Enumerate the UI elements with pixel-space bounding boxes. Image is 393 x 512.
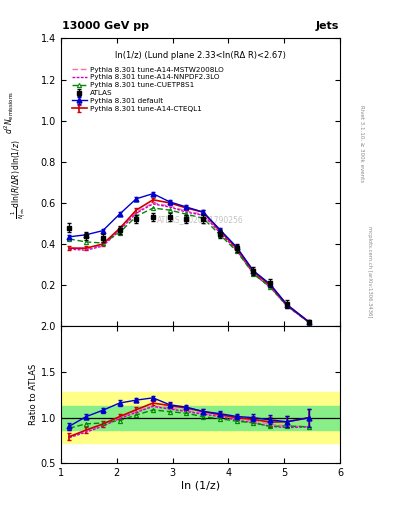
Pythia 8.301 tune-A14-NNPDF2.3LO: [117, 228, 122, 234]
Text: ATLAS_2020_I1790256: ATLAS_2020_I1790256: [157, 215, 244, 224]
Text: $d^2 N_\mathrm{emissions}$: $d^2 N_\mathrm{emissions}$: [2, 91, 16, 134]
Pythia 8.301 tune-A14-NNPDF2.3LO: [101, 243, 105, 249]
Text: mcplots.cern.ch [arXiv:1306.3436]: mcplots.cern.ch [arXiv:1306.3436]: [367, 226, 372, 317]
Pythia 8.301 tune-CUETP8S1: [134, 213, 139, 219]
Pythia 8.301 tune-CUETP8S1: [234, 248, 239, 254]
Pythia 8.301 tune-A14-MSTW2008LO: [151, 200, 155, 206]
Legend: Pythia 8.301 tune-A14-MSTW2008LO, Pythia 8.301 tune-A14-NNPDF2.3LO, Pythia 8.301: Pythia 8.301 tune-A14-MSTW2008LO, Pythia…: [70, 65, 226, 113]
Pythia 8.301 tune-CUETP8S1: [167, 207, 172, 213]
Pythia 8.301 tune-A14-NNPDF2.3LO: [67, 246, 72, 252]
Pythia 8.301 tune-A14-MSTW2008LO: [218, 229, 222, 235]
Pythia 8.301 tune-A14-MSTW2008LO: [307, 319, 312, 326]
Pythia 8.301 tune-CUETP8S1: [201, 215, 206, 221]
Text: Rivet 3.1.10, ≥ 300k events: Rivet 3.1.10, ≥ 300k events: [359, 105, 364, 182]
Pythia 8.301 tune-A14-NNPDF2.3LO: [218, 230, 222, 236]
Pythia 8.301 tune-A14-NNPDF2.3LO: [167, 204, 172, 210]
Pythia 8.301 tune-A14-MSTW2008LO: [184, 208, 189, 214]
Y-axis label: Ratio to ATLAS: Ratio to ATLAS: [29, 364, 38, 425]
Pythia 8.301 tune-CUETP8S1: [184, 211, 189, 217]
Text: $\frac{1}{N_\mathrm{jets}}\mathrm{d}\ln(R/\Delta R)\,\mathrm{d}\ln(1/z)$: $\frac{1}{N_\mathrm{jets}}\mathrm{d}\ln(…: [10, 139, 28, 219]
Pythia 8.301 tune-A14-NNPDF2.3LO: [268, 284, 272, 290]
Pythia 8.301 tune-A14-MSTW2008LO: [167, 203, 172, 209]
Pythia 8.301 tune-CUETP8S1: [117, 230, 122, 236]
Pythia 8.301 tune-CUETP8S1: [67, 236, 72, 242]
Pythia 8.301 tune-A14-NNPDF2.3LO: [134, 210, 139, 216]
Pythia 8.301 tune-CUETP8S1: [268, 284, 272, 290]
Pythia 8.301 tune-A14-NNPDF2.3LO: [251, 271, 256, 277]
Line: Pythia 8.301 tune-A14-NNPDF2.3LO: Pythia 8.301 tune-A14-NNPDF2.3LO: [69, 204, 309, 323]
Text: 13000 GeV pp: 13000 GeV pp: [62, 20, 149, 31]
Pythia 8.301 tune-A14-MSTW2008LO: [101, 242, 105, 248]
Pythia 8.301 tune-A14-MSTW2008LO: [251, 270, 256, 276]
X-axis label: ln (1/z): ln (1/z): [181, 481, 220, 491]
Pythia 8.301 tune-A14-MSTW2008LO: [84, 246, 88, 252]
Line: Pythia 8.301 tune-CUETP8S1: Pythia 8.301 tune-CUETP8S1: [67, 206, 311, 325]
Pythia 8.301 tune-A14-NNPDF2.3LO: [151, 201, 155, 207]
Pythia 8.301 tune-A14-NNPDF2.3LO: [184, 209, 189, 215]
Pythia 8.301 tune-A14-NNPDF2.3LO: [201, 212, 206, 218]
Text: Jets: Jets: [316, 20, 339, 31]
Pythia 8.301 tune-A14-NNPDF2.3LO: [234, 247, 239, 253]
Pythia 8.301 tune-A14-MSTW2008LO: [67, 245, 72, 251]
Pythia 8.301 tune-A14-MSTW2008LO: [134, 209, 139, 215]
Pythia 8.301 tune-CUETP8S1: [218, 232, 222, 238]
Pythia 8.301 tune-CUETP8S1: [307, 319, 312, 326]
Bar: [61, 406, 340, 430]
Pythia 8.301 tune-A14-NNPDF2.3LO: [285, 303, 289, 309]
Pythia 8.301 tune-A14-MSTW2008LO: [201, 211, 206, 217]
Pythia 8.301 tune-CUETP8S1: [285, 303, 289, 309]
Text: ln(1/z) (Lund plane 2.33<ln(RΔ R)<2.67): ln(1/z) (Lund plane 2.33<ln(RΔ R)<2.67): [115, 51, 286, 60]
Pythia 8.301 tune-CUETP8S1: [151, 205, 155, 211]
Pythia 8.301 tune-A14-NNPDF2.3LO: [307, 319, 312, 326]
Pythia 8.301 tune-CUETP8S1: [84, 239, 88, 245]
Pythia 8.301 tune-A14-MSTW2008LO: [285, 303, 289, 309]
Pythia 8.301 tune-A14-MSTW2008LO: [268, 283, 272, 289]
Pythia 8.301 tune-CUETP8S1: [101, 240, 105, 246]
Pythia 8.301 tune-A14-MSTW2008LO: [234, 246, 239, 252]
Pythia 8.301 tune-CUETP8S1: [251, 271, 256, 277]
Pythia 8.301 tune-A14-MSTW2008LO: [117, 226, 122, 232]
Pythia 8.301 tune-A14-NNPDF2.3LO: [84, 247, 88, 253]
Line: Pythia 8.301 tune-A14-MSTW2008LO: Pythia 8.301 tune-A14-MSTW2008LO: [69, 203, 309, 323]
Bar: [61, 392, 340, 443]
